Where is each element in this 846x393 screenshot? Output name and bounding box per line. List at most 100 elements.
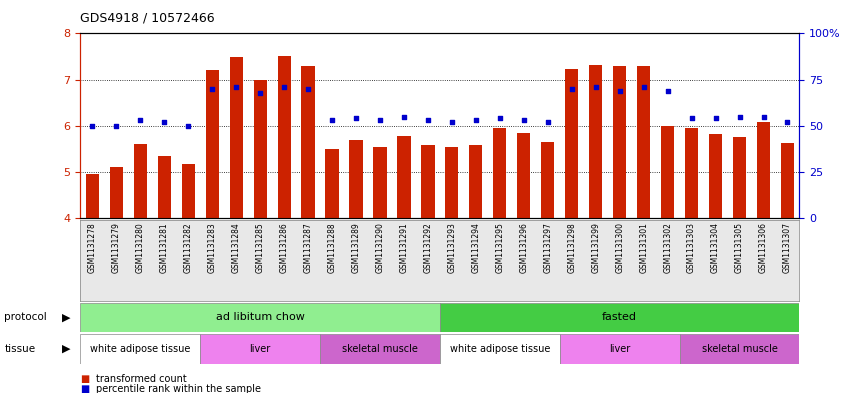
Text: GSM1131287: GSM1131287 <box>304 222 312 273</box>
Point <box>733 113 746 119</box>
Point <box>157 119 171 125</box>
Bar <box>182 163 195 218</box>
Bar <box>560 334 679 364</box>
Bar <box>85 174 99 218</box>
Point <box>589 84 602 90</box>
Point <box>421 117 435 123</box>
Point <box>397 113 410 119</box>
Bar <box>757 122 770 218</box>
Text: GSM1131303: GSM1131303 <box>687 222 696 274</box>
Point <box>85 123 99 129</box>
Text: GSM1131292: GSM1131292 <box>424 222 432 273</box>
Point <box>469 117 482 123</box>
Text: GDS4918 / 10572466: GDS4918 / 10572466 <box>80 12 215 25</box>
Text: GSM1131288: GSM1131288 <box>327 222 337 273</box>
Text: GSM1131307: GSM1131307 <box>783 222 792 274</box>
Bar <box>157 156 171 218</box>
Point <box>445 119 459 125</box>
Bar <box>110 167 123 218</box>
Text: GSM1131286: GSM1131286 <box>280 222 288 273</box>
Text: GSM1131300: GSM1131300 <box>615 222 624 274</box>
Point <box>109 123 124 129</box>
Text: ▶: ▶ <box>62 344 70 354</box>
Point <box>373 117 387 123</box>
Text: GSM1131280: GSM1131280 <box>136 222 145 273</box>
Point <box>756 113 770 119</box>
Text: GSM1131285: GSM1131285 <box>255 222 265 273</box>
Point <box>253 89 266 95</box>
Point <box>325 117 338 123</box>
Text: GSM1131281: GSM1131281 <box>160 222 168 273</box>
Text: GSM1131284: GSM1131284 <box>232 222 240 273</box>
Text: GSM1131290: GSM1131290 <box>376 222 384 274</box>
Point <box>181 123 195 129</box>
Text: white adipose tissue: white adipose tissue <box>450 344 550 354</box>
Bar <box>709 134 722 218</box>
Bar <box>201 334 320 364</box>
Bar <box>493 128 507 218</box>
Text: GSM1131305: GSM1131305 <box>735 222 744 274</box>
Bar <box>445 147 459 218</box>
Text: white adipose tissue: white adipose tissue <box>91 344 190 354</box>
Point <box>565 86 579 92</box>
Text: GSM1131293: GSM1131293 <box>448 222 456 274</box>
Text: liver: liver <box>250 344 271 354</box>
Text: skeletal muscle: skeletal muscle <box>342 344 418 354</box>
Text: transformed count: transformed count <box>96 374 186 384</box>
Bar <box>440 303 799 332</box>
Bar <box>80 334 201 364</box>
Point <box>493 115 507 121</box>
Bar <box>781 143 794 218</box>
Point <box>301 86 315 92</box>
Bar <box>80 303 440 332</box>
Bar <box>206 70 219 218</box>
Text: GSM1131295: GSM1131295 <box>496 222 504 274</box>
Bar <box>613 66 626 218</box>
Text: ▶: ▶ <box>62 312 70 322</box>
Point <box>709 115 722 121</box>
Text: liver: liver <box>609 344 630 354</box>
Point <box>229 84 243 90</box>
Bar <box>679 334 799 364</box>
Text: skeletal muscle: skeletal muscle <box>701 344 777 354</box>
Text: GSM1131299: GSM1131299 <box>591 222 600 274</box>
Bar <box>685 128 698 218</box>
Text: GSM1131296: GSM1131296 <box>519 222 528 274</box>
Bar <box>637 66 651 218</box>
Text: tissue: tissue <box>4 344 36 354</box>
Bar <box>421 145 435 218</box>
Point <box>517 117 530 123</box>
Text: GSM1131298: GSM1131298 <box>568 222 576 273</box>
Text: ad libitum chow: ad libitum chow <box>216 312 305 322</box>
Text: GSM1131306: GSM1131306 <box>759 222 768 274</box>
Text: GSM1131279: GSM1131279 <box>112 222 121 274</box>
Text: GSM1131301: GSM1131301 <box>640 222 648 274</box>
Bar <box>254 79 266 218</box>
Text: ■: ■ <box>80 384 90 393</box>
Text: GSM1131282: GSM1131282 <box>184 222 193 273</box>
Text: GSM1131294: GSM1131294 <box>471 222 481 274</box>
Text: GSM1131278: GSM1131278 <box>88 222 96 273</box>
Point <box>206 86 219 92</box>
Bar <box>661 126 674 218</box>
Bar <box>277 55 291 218</box>
Text: GSM1131304: GSM1131304 <box>711 222 720 274</box>
Bar <box>326 149 338 218</box>
Point <box>781 119 794 125</box>
Bar <box>398 136 410 218</box>
Point <box>541 119 554 125</box>
Bar <box>517 133 530 218</box>
Bar <box>229 57 243 218</box>
Text: ■: ■ <box>80 374 90 384</box>
Point <box>134 117 147 123</box>
Point <box>349 115 363 121</box>
Point <box>684 115 698 121</box>
Bar <box>470 145 482 218</box>
Bar <box>589 65 602 218</box>
Bar <box>320 334 440 364</box>
Point <box>637 84 651 90</box>
Text: percentile rank within the sample: percentile rank within the sample <box>96 384 261 393</box>
Text: GSM1131291: GSM1131291 <box>399 222 409 273</box>
Bar <box>541 142 554 218</box>
Bar <box>440 334 560 364</box>
